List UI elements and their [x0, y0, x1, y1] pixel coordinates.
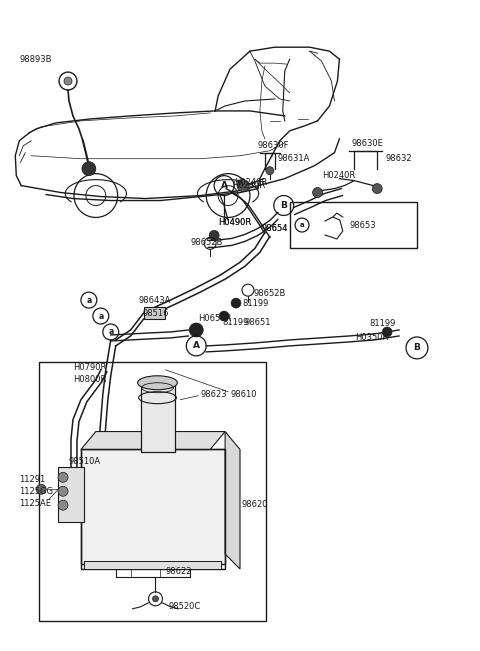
Text: a: a — [108, 327, 113, 337]
Circle shape — [372, 184, 382, 193]
Polygon shape — [81, 432, 225, 449]
Text: A: A — [221, 181, 228, 190]
Circle shape — [209, 230, 219, 240]
Text: 98651: 98651 — [245, 318, 272, 327]
Text: H0650R: H0650R — [198, 314, 232, 322]
Text: 98631A: 98631A — [278, 154, 310, 163]
Text: 98630E: 98630E — [351, 139, 383, 148]
Circle shape — [219, 311, 229, 321]
Text: 98520C: 98520C — [168, 602, 201, 611]
Text: H0240R: H0240R — [234, 178, 267, 187]
Text: 81199: 81199 — [242, 299, 268, 307]
Text: 98652B: 98652B — [254, 288, 286, 298]
Bar — [81, 449, 225, 564]
Circle shape — [189, 323, 203, 337]
Text: H0350R: H0350R — [355, 333, 389, 342]
Text: 1125GG: 1125GG — [19, 487, 53, 496]
Text: 98510A: 98510A — [68, 457, 100, 466]
Circle shape — [36, 484, 46, 494]
Circle shape — [153, 596, 158, 602]
Text: 98893B: 98893B — [19, 55, 52, 64]
Text: 98620: 98620 — [242, 500, 268, 508]
Text: H0790R: H0790R — [73, 363, 107, 372]
Text: H0240R: H0240R — [232, 181, 265, 190]
Circle shape — [312, 187, 323, 197]
Text: a: a — [98, 312, 103, 320]
Text: 81199: 81199 — [222, 318, 249, 327]
Ellipse shape — [138, 376, 178, 390]
Text: 98632: 98632 — [385, 154, 412, 163]
Text: B: B — [280, 201, 287, 210]
Bar — [39, 362, 266, 621]
Circle shape — [64, 77, 72, 85]
Text: 98653: 98653 — [350, 221, 376, 230]
Text: 1125AE: 1125AE — [19, 499, 51, 508]
Circle shape — [382, 327, 392, 337]
Text: B: B — [414, 344, 420, 352]
Bar — [84, 561, 221, 569]
Bar — [58, 467, 84, 522]
Text: 81199: 81199 — [369, 318, 396, 327]
Text: a: a — [86, 296, 92, 305]
Circle shape — [58, 500, 68, 510]
Text: 98516: 98516 — [143, 309, 169, 318]
Text: 98610: 98610 — [230, 390, 256, 399]
Text: 98654: 98654 — [262, 224, 288, 233]
Text: H0490R: H0490R — [218, 218, 252, 227]
Text: H0490R: H0490R — [218, 218, 252, 227]
Bar — [141, 383, 175, 452]
Circle shape — [82, 161, 96, 176]
Text: 98654: 98654 — [262, 224, 288, 233]
Circle shape — [58, 486, 68, 496]
Circle shape — [231, 298, 241, 308]
Text: 11291: 11291 — [19, 475, 46, 484]
Text: H0240R: H0240R — [323, 171, 356, 180]
Text: 98630F: 98630F — [258, 141, 289, 150]
Text: A: A — [193, 341, 200, 350]
Text: 98622: 98622 — [166, 568, 192, 576]
Circle shape — [58, 473, 68, 482]
Text: 98643A: 98643A — [139, 296, 171, 305]
Text: a: a — [300, 222, 304, 228]
Circle shape — [237, 180, 249, 191]
Bar — [290, 202, 417, 248]
Bar — [81, 449, 225, 569]
Polygon shape — [225, 432, 240, 569]
Bar — [144, 307, 166, 319]
Circle shape — [266, 167, 274, 174]
Text: 98652B: 98652B — [190, 238, 223, 247]
Text: H0800R: H0800R — [73, 375, 107, 384]
Text: 98623: 98623 — [200, 390, 227, 399]
